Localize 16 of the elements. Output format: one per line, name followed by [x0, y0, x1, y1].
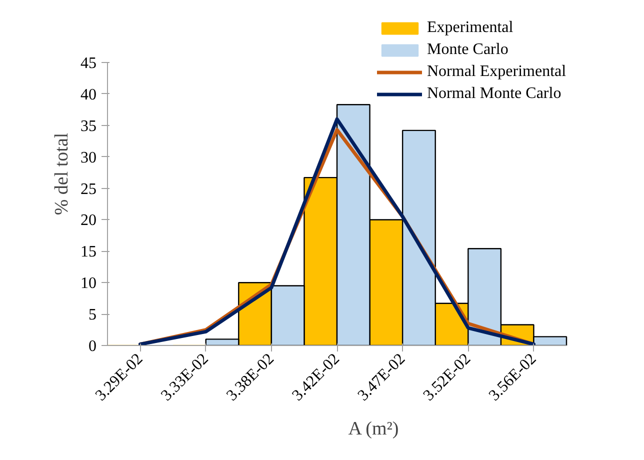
- y-tick-label: 5: [88, 306, 96, 324]
- y-tick-label: 45: [80, 55, 96, 72]
- legend-label: Monte Carlo: [427, 40, 508, 60]
- y-tick-label: 20: [80, 212, 96, 230]
- y-tick-label: 30: [80, 149, 96, 166]
- legend-label: Experimental: [427, 18, 514, 38]
- y-tick-label: 40: [80, 86, 96, 104]
- y-tick-label: 0: [88, 338, 96, 355]
- legend-label: Normal Monte Carlo: [427, 84, 562, 104]
- y-tick-label: 10: [80, 275, 96, 292]
- y-axis-title: % del total: [52, 132, 72, 216]
- y-tick-label: 25: [80, 180, 96, 198]
- y-tick-label: 15: [80, 244, 96, 261]
- y-tick-label: 35: [80, 118, 96, 135]
- legend-label: Normal Experimental: [427, 62, 566, 82]
- x-axis-title: A (m²): [348, 418, 399, 440]
